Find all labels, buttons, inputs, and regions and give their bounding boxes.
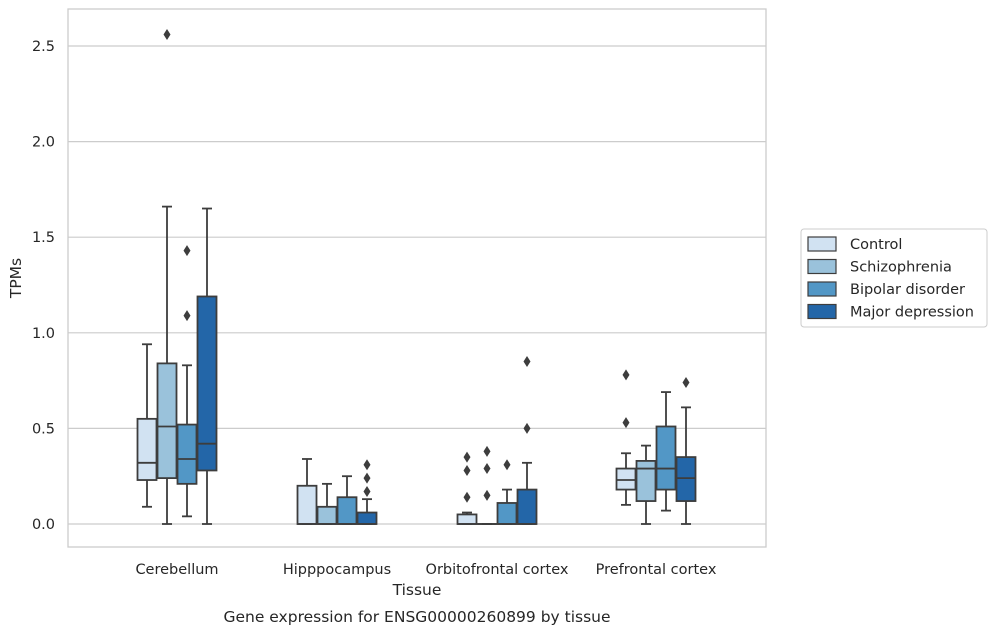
box-body — [496, 502, 518, 525]
x-tick-label: Orbitofrontal cortex — [426, 562, 569, 578]
legend-label: Control — [850, 237, 902, 253]
outlier-point — [463, 451, 471, 463]
outlier-point — [523, 355, 531, 367]
outlier-point — [622, 417, 630, 429]
box-body — [655, 425, 677, 491]
box-body — [456, 513, 478, 525]
y-axis-ticks: 0.0 0.5 1.0 1.5 2.0 2.5 — [32, 39, 55, 533]
y-axis-title: TPMs — [7, 258, 25, 299]
y-tick-label: 0.0 — [32, 517, 55, 533]
legend-swatch — [807, 236, 837, 252]
box-body — [136, 417, 158, 481]
y-tick-label: 0.5 — [32, 421, 55, 437]
box-bipolar-disorder — [496, 459, 518, 525]
y-tick-label: 1.5 — [32, 230, 55, 246]
outlier-point — [363, 459, 371, 471]
box-major-depression — [516, 355, 538, 525]
outlier-point — [483, 463, 491, 475]
box-body — [156, 362, 178, 480]
x-axis-ticks: Cerebellum Hipppocampus Orbitofrontal cort… — [135, 562, 716, 578]
outlier-point — [503, 459, 511, 471]
box-control — [615, 369, 637, 506]
outlier-point — [183, 245, 191, 257]
y-tick-label: 2.0 — [32, 135, 55, 151]
legend-label: Major depression — [850, 305, 974, 321]
outlier-point — [682, 377, 690, 389]
legend-label: Bipolar disorder — [850, 282, 965, 298]
box-control — [136, 343, 158, 508]
box-major-depression — [356, 459, 378, 525]
legend: Control Schizophrenia Bipolar disorder Majo… — [800, 228, 988, 328]
box-body — [615, 467, 637, 491]
outlier-point — [183, 310, 191, 322]
box-body — [635, 460, 657, 502]
box-schizophrenia — [635, 444, 657, 525]
plot-frame — [67, 8, 767, 548]
outlier-point — [483, 445, 491, 457]
outlier-point — [483, 489, 491, 501]
box-body — [196, 295, 218, 472]
legend-label: Schizophrenia — [850, 260, 952, 276]
box-body — [176, 423, 198, 485]
box-bipolar-disorder — [336, 475, 358, 525]
box-schizophrenia — [476, 445, 498, 525]
box-schizophrenia — [316, 482, 338, 525]
box-body — [516, 488, 538, 525]
box-major-depression — [196, 207, 218, 525]
x-tick-label: Prefrontal cortex — [596, 562, 717, 578]
y-tick-label: 1.0 — [32, 326, 55, 342]
box-body — [356, 511, 378, 525]
outlier-point — [363, 472, 371, 484]
box-control — [456, 451, 478, 525]
x-tick-label: Hipppocampus — [283, 562, 391, 578]
box-bipolar-disorder — [655, 391, 677, 512]
figure-caption: Gene expression for ENSG00000260899 by t… — [223, 608, 610, 626]
outlier-point — [463, 464, 471, 476]
x-tick-label: Cerebellum — [135, 562, 218, 578]
box-control — [296, 458, 318, 525]
outlier-point — [622, 369, 630, 381]
box-body — [296, 484, 318, 525]
box-major-depression — [675, 377, 697, 525]
outlier-point — [523, 422, 531, 434]
box-body — [675, 456, 697, 502]
outlier-point — [463, 491, 471, 503]
box-bipolar-disorder — [176, 245, 198, 518]
box-schizophrenia — [156, 29, 178, 525]
legend-swatch — [807, 281, 837, 297]
x-axis-title: Tissue — [392, 581, 442, 599]
y-tick-label: 2.5 — [32, 39, 55, 55]
legend-swatch — [807, 303, 837, 320]
boxes — [136, 29, 697, 525]
box-body — [336, 496, 358, 525]
outlier-point — [163, 29, 171, 41]
legend-frame — [800, 228, 988, 328]
box-body — [316, 505, 338, 525]
outlier-point — [363, 485, 371, 497]
legend-swatch — [807, 258, 837, 275]
